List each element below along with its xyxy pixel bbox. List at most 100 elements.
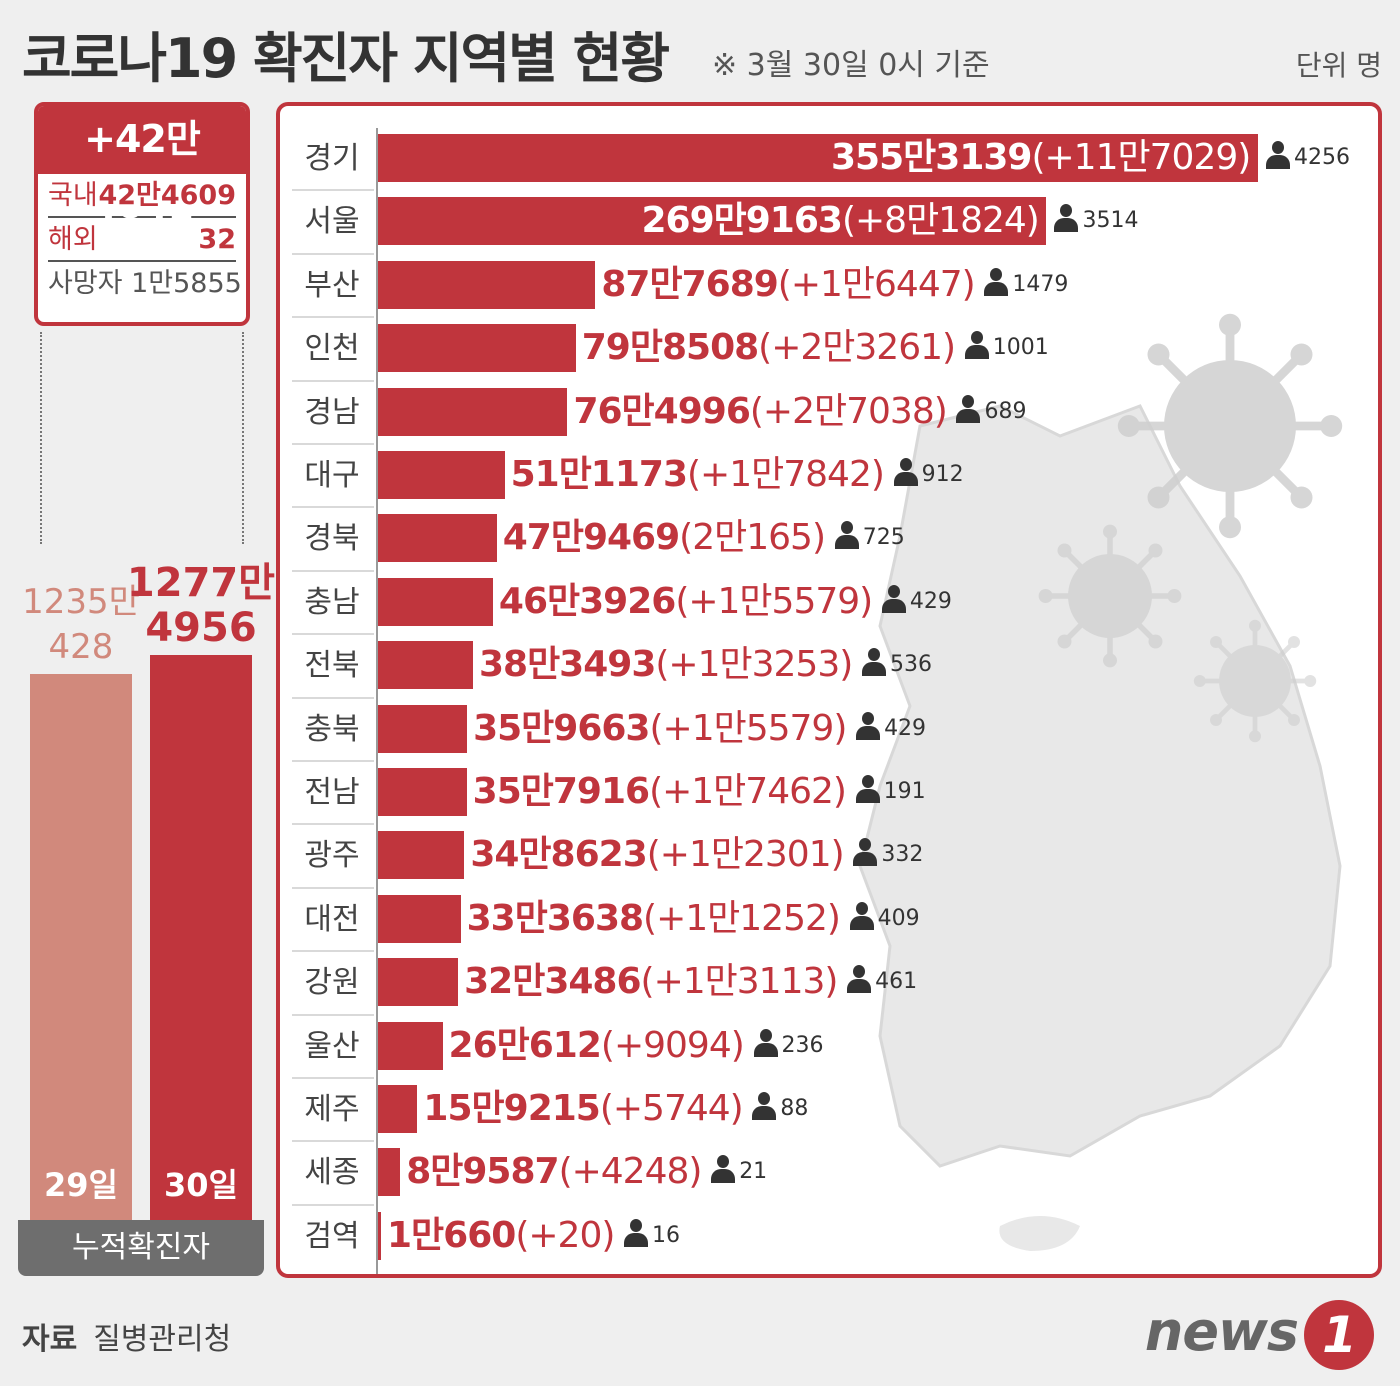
korea-map-illustration <box>858 106 1382 1251</box>
person-icon <box>624 1218 648 1247</box>
page-title: 코로나19 확진자 지역별 현황 <box>22 27 670 90</box>
death-value: 409 <box>877 905 920 931</box>
daily-summary-box: +42만4641 국내 42만4609 해외 32 사망자 1만5855 <box>34 102 250 326</box>
bar-value-label: 51만1173(+1만7842) <box>511 451 885 499</box>
region-label: 전북 <box>304 648 360 684</box>
bar <box>378 451 505 499</box>
region-label: 충남 <box>304 584 360 620</box>
bar <box>378 641 473 690</box>
bar <box>378 958 459 1007</box>
daily-increase: (+1만7842) <box>687 454 885 495</box>
death-count: 536 <box>861 641 932 689</box>
person-icon <box>881 584 906 613</box>
bar <box>378 324 576 373</box>
cumulative-value: 8만9587 <box>406 1151 559 1193</box>
row-separator <box>292 823 374 826</box>
death-value: 21 <box>739 1159 768 1185</box>
person-icon <box>861 648 886 677</box>
region-label: 경북 <box>304 521 360 557</box>
day-label: 29일 <box>44 1165 118 1204</box>
death-value: 88 <box>780 1096 809 1121</box>
logo-mark: 1 <box>1304 1300 1374 1371</box>
daily-increase: (+1만3253) <box>655 644 853 686</box>
cumulative-value-line2: 4956 <box>145 605 257 651</box>
day-label: 30일 <box>164 1166 238 1204</box>
bar-value-label: 76만4996(+2만7038) <box>573 388 948 436</box>
person-icon <box>964 331 989 360</box>
deaths-row: 사망자 1만5855 <box>48 262 242 304</box>
death-value: 912 <box>921 462 964 487</box>
death-value: 236 <box>781 1032 824 1058</box>
overseas-row: 해외 32 <box>48 218 236 262</box>
daily-increase: (+11만7029) <box>1031 137 1251 178</box>
death-value: 429 <box>884 715 927 741</box>
cumulative-bar-prev: 29일 <box>30 673 132 1220</box>
daily-increase: (+4248) <box>558 1151 703 1193</box>
bar-value-label: 269만9163(+8만1824) <box>641 197 1040 245</box>
region-label: 경남 <box>304 394 360 430</box>
row-separator <box>292 443 374 445</box>
person-icon <box>1266 141 1290 169</box>
daily-increase: (+2만7038) <box>749 390 948 432</box>
region-label: 서울 <box>304 204 360 240</box>
region-label: 전남 <box>304 775 360 810</box>
death-count: 332 <box>853 831 923 879</box>
region-label: 제주 <box>304 1092 360 1127</box>
bar <box>378 197 1047 246</box>
cumulative-value: 79만8508 <box>581 327 759 369</box>
person-icon <box>956 394 981 423</box>
person-icon <box>711 1155 736 1184</box>
domestic-label: 국내 <box>48 180 98 211</box>
death-value: 191 <box>883 779 926 804</box>
bar-value-label: 355만3139(+11만7029) <box>831 134 1251 182</box>
region-label: 광주 <box>304 838 360 874</box>
daily-increase: (+1만2301) <box>646 834 845 876</box>
cumulative-value: 46만3926 <box>498 580 676 622</box>
row-separator <box>292 1203 374 1206</box>
cumulative-value: 35만7916 <box>472 771 650 812</box>
bar <box>378 1148 401 1197</box>
bar-value-label: 35만7916(+1만7462) <box>472 768 847 816</box>
region-label: 강원 <box>304 965 360 1001</box>
bar-value-label: 8만9587(+4248) <box>406 1148 703 1196</box>
logo-text: news <box>1144 1300 1299 1363</box>
daily-increase: (+2만3261) <box>758 327 956 369</box>
bar-value-label: 33만3638(+1만1252) <box>467 895 841 943</box>
connector-line-left <box>40 332 42 544</box>
person-icon <box>834 521 859 550</box>
news1-logo: news 1 <box>1144 1300 1374 1371</box>
daily-increase: (2만165) <box>679 517 826 559</box>
bar-value-label: 79만8508(+2만3261) <box>581 324 956 372</box>
row-separator <box>292 506 374 509</box>
daily-increase: (+1만5579) <box>675 580 873 622</box>
bar-value-label: 47만9469(2만165) <box>503 514 826 562</box>
person-icon <box>853 838 878 867</box>
bar <box>378 134 1258 182</box>
connector-line-right <box>242 332 244 544</box>
death-value: 4256 <box>1294 145 1350 170</box>
bar-value-label: 38만3493(+1만3253) <box>479 641 853 689</box>
death-count: 689 <box>956 388 1026 436</box>
row-separator <box>292 886 374 889</box>
death-value: 332 <box>881 842 924 868</box>
row-separator <box>292 696 374 699</box>
daily-total: +42만4641 <box>38 106 246 227</box>
bar <box>378 260 596 309</box>
unit-label: 단위 명 <box>1295 49 1382 82</box>
overseas-label: 해외 <box>48 224 98 255</box>
region-label: 대전 <box>304 901 360 937</box>
cumulative-value: 76만4996 <box>573 390 750 432</box>
deaths-text: 사망자 1만5855 <box>48 268 242 299</box>
death-value: 689 <box>984 398 1027 424</box>
region-label: 부산 <box>304 267 360 303</box>
bar-value-label: 1만660(+20) <box>387 1212 615 1260</box>
cumulative-bar-curr: 30일 <box>150 655 252 1220</box>
bar-value-label: 35만9663(+1만5579) <box>473 705 847 753</box>
person-icon <box>849 901 874 930</box>
region-label: 울산 <box>304 1028 360 1064</box>
daily-increase: (+8만1824) <box>841 200 1040 242</box>
death-count: 88 <box>752 1085 808 1133</box>
person-icon <box>893 458 918 486</box>
death-value: 429 <box>909 588 952 614</box>
domestic-value: 42만4609 <box>98 180 236 211</box>
